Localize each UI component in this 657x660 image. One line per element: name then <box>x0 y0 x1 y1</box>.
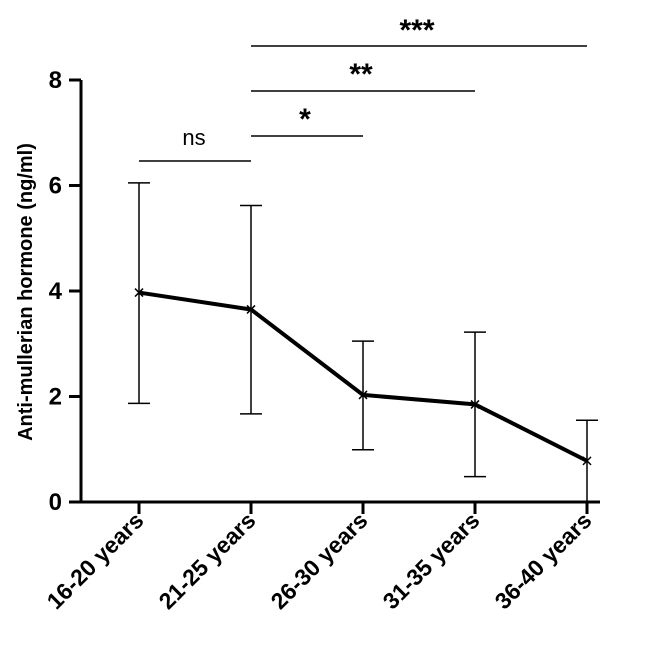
significance-bracket: ns <box>139 125 251 162</box>
y-tick-label: 2 <box>49 384 62 411</box>
y-axis-label: Anti-mullerian hormone (ng/ml) <box>15 143 37 441</box>
x-ticks: 16-20 years 21-25 years 26-30 years 31-35 y… <box>42 502 597 614</box>
x-tick-label: 31-35 years <box>378 507 485 614</box>
x-tick-label: 21-25 years <box>154 507 261 614</box>
x-tick-label: 36-40 years <box>490 507 597 614</box>
y-tick-label: 6 <box>49 173 62 200</box>
significance-label: * <box>299 103 311 136</box>
y-ticks: 0 2 4 6 8 <box>49 67 81 516</box>
significance-label: ns <box>182 125 205 150</box>
data-points <box>134 288 592 466</box>
significance-label: ** <box>349 58 373 91</box>
data-point <box>470 399 480 409</box>
axes <box>79 80 600 504</box>
y-tick-label: 0 <box>49 489 62 516</box>
y-tick-label: 4 <box>49 278 63 305</box>
error-bars <box>128 182 598 502</box>
significance-bracket: ** <box>251 58 475 92</box>
data-point <box>582 456 592 466</box>
y-tick-label: 8 <box>49 67 62 94</box>
data-point <box>134 288 144 298</box>
data-point <box>246 304 256 314</box>
significance-bracket: *** <box>251 14 587 47</box>
significance-brackets: ns****** <box>139 14 587 162</box>
significance-bracket: * <box>251 103 363 137</box>
significance-label: *** <box>399 14 434 47</box>
data-point <box>358 390 368 400</box>
x-tick-label: 26-30 years <box>266 507 373 614</box>
x-tick-label: 16-20 years <box>42 507 149 614</box>
